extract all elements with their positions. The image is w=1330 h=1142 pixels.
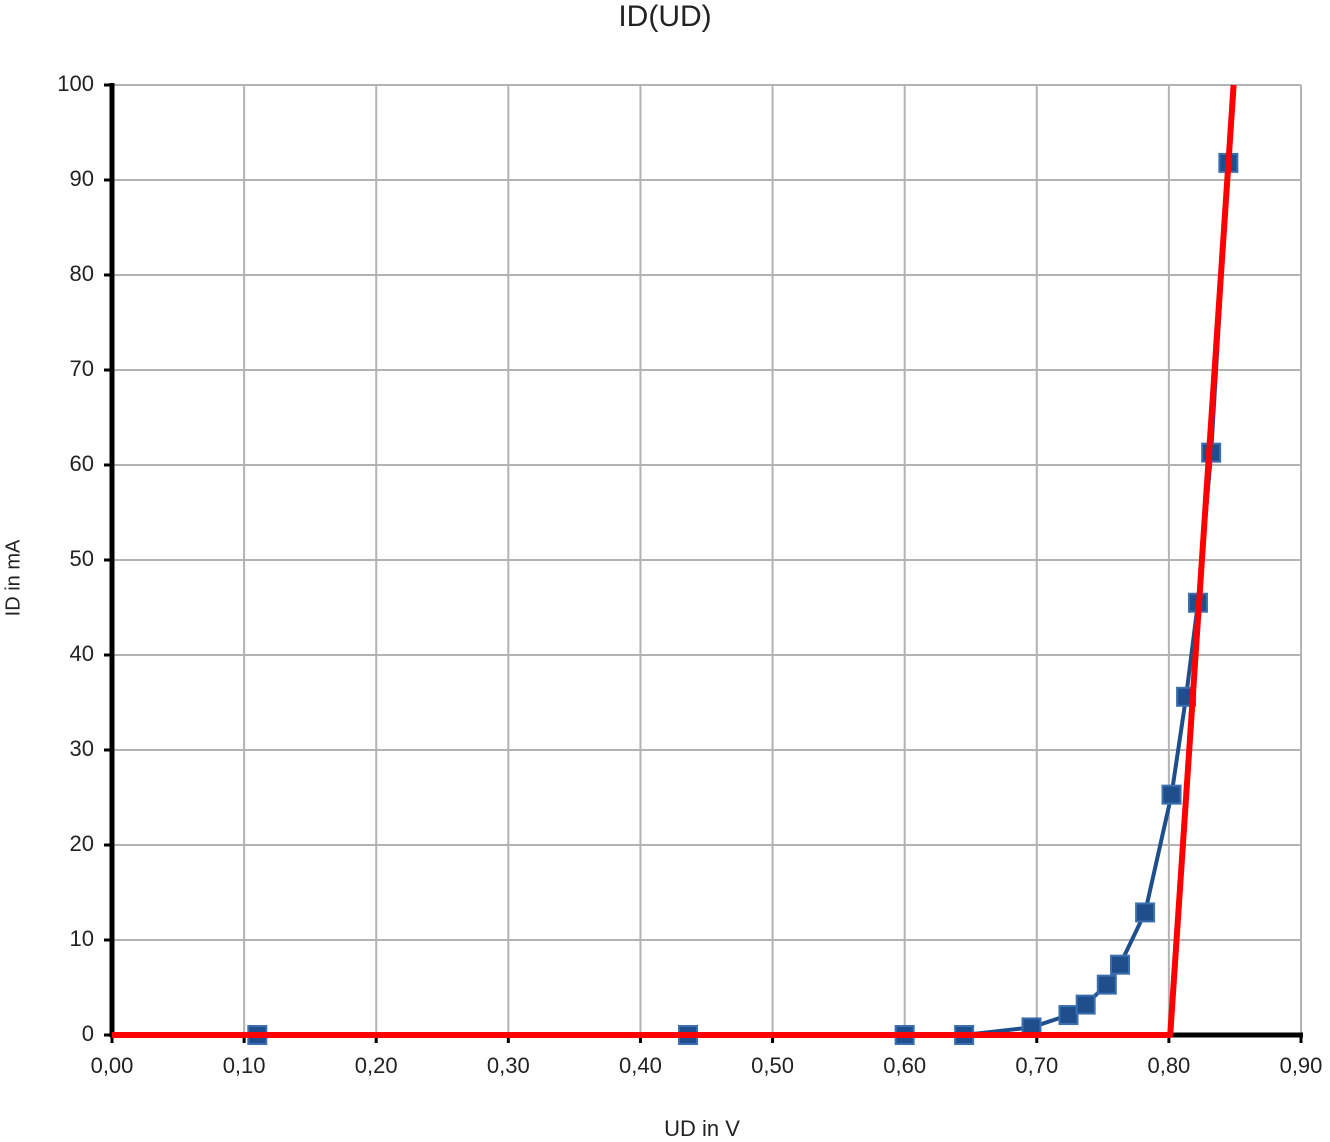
series-line: [257, 162, 1231, 1037]
y-tick-label: 10: [70, 926, 94, 951]
x-axis-label: UD in V: [664, 1116, 740, 1141]
x-tick-label: 0,80: [1147, 1053, 1190, 1078]
y-tick-label: 30: [70, 736, 94, 761]
data-point: [1075, 994, 1096, 1015]
x-tick-label: 0,30: [487, 1053, 530, 1078]
x-tick-label: 0,10: [223, 1053, 266, 1078]
y-axis-label: ID in mA: [2, 539, 24, 616]
chart-title: ID(UD): [618, 0, 711, 33]
x-tick-label: 0,90: [1280, 1053, 1323, 1078]
y-tick-label: 90: [70, 166, 94, 191]
y-tick-label: 80: [70, 261, 94, 286]
y-tick-label: 50: [70, 546, 94, 571]
y-tick-label: 40: [70, 641, 94, 666]
y-tick-label: 20: [70, 831, 94, 856]
series-line: [112, 84, 1237, 1038]
x-tick-label: 0,70: [1015, 1053, 1058, 1078]
y-tick-label: 60: [70, 451, 94, 476]
data-point: [1161, 784, 1182, 805]
data-point: [1110, 954, 1131, 975]
data-point: [1058, 1005, 1079, 1026]
x-tick-label: 0,00: [91, 1053, 134, 1078]
y-tick-label: 70: [70, 356, 94, 381]
data-point: [1096, 974, 1117, 995]
x-tick-label: 0,60: [883, 1053, 926, 1078]
x-tick-label: 0,50: [751, 1053, 794, 1078]
x-tick-label: 0,40: [619, 1053, 662, 1078]
data-point: [1135, 902, 1156, 923]
y-tick-label: 0: [82, 1021, 94, 1046]
y-tick-label: 100: [57, 71, 94, 96]
x-tick-label: 0,20: [355, 1053, 398, 1078]
